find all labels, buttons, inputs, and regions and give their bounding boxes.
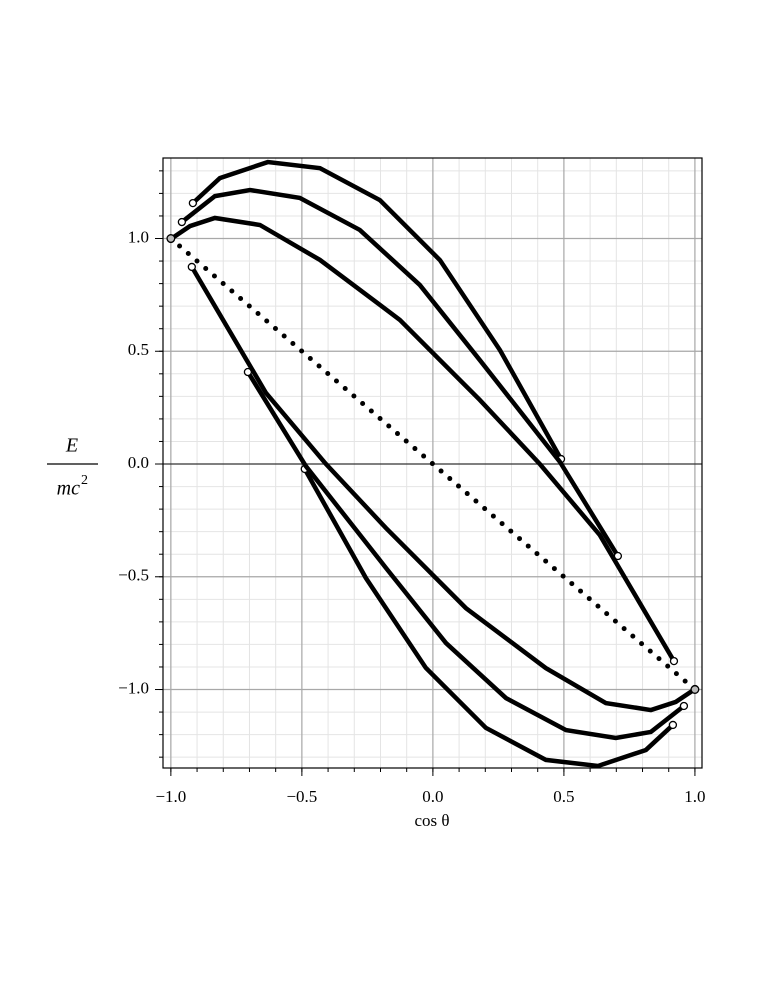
endpoint-marker: [679, 701, 689, 711]
y-tick-label: 0.0: [128, 453, 149, 472]
curve: [302, 466, 676, 769]
endpoint-marker: [188, 198, 198, 208]
y-tick-label: −0.5: [118, 566, 149, 585]
y-tick-label: −1.0: [118, 678, 149, 697]
endpoint-marker: [187, 262, 196, 272]
x-tick-label: 0.5: [553, 787, 574, 806]
curve: [190, 159, 564, 462]
y-axis-label-numerator: E: [65, 435, 78, 457]
curve: [179, 187, 621, 559]
plot-frame: [162, 157, 703, 769]
endpoint-marker: [177, 217, 187, 227]
endpoint-marker: [668, 720, 678, 730]
curve: [168, 215, 677, 664]
x-axis-label: cos θ: [414, 811, 449, 830]
endpoint-marker: [690, 685, 700, 694]
endpoint-marker: [669, 656, 679, 666]
dotted-line: [168, 236, 698, 693]
x-tick-label: 0.0: [422, 787, 443, 806]
x-tick-label: −0.5: [286, 787, 317, 806]
endpoint-marker: [166, 234, 176, 243]
x-tick-label: 1.0: [684, 787, 705, 806]
y-tick-label: 1.0: [128, 227, 149, 246]
curve: [189, 264, 698, 713]
x-tick-label: −1.0: [155, 787, 186, 806]
y-axis-label-exponent: 2: [81, 473, 88, 488]
curve: [245, 369, 687, 741]
y-axis-label-denominator: mc: [57, 478, 80, 500]
y-tick-label: 0.5: [128, 340, 149, 359]
